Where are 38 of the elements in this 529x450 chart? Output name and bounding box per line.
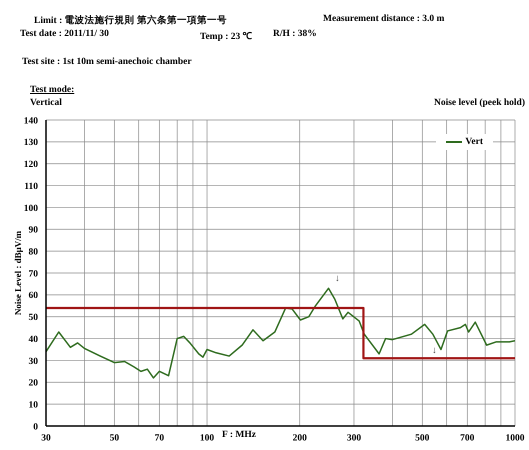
x-tick-label: 1000 — [506, 434, 525, 444]
x-tick-label: 300 — [346, 434, 362, 444]
y-tick-label: 70 — [28, 269, 38, 280]
y-tick-label: 90 — [28, 226, 38, 236]
y-tick-label: 100 — [24, 204, 38, 214]
text: Noise level (peek hold) — [434, 98, 525, 108]
x-tick-label: 200 — [292, 434, 308, 444]
annotation: ↓ — [335, 274, 340, 284]
x-tick-label: 70 — [154, 434, 164, 444]
y-tick-label: 60 — [28, 291, 38, 302]
text: R/H : 38% — [273, 29, 317, 39]
text: Test date : 2011/11/ 30 — [20, 29, 109, 39]
text: Vertical — [30, 98, 62, 108]
y-tick-label: 80 — [28, 248, 38, 258]
text: Test site : 1st 10m semi-anechoic chamber — [22, 57, 192, 67]
x-tick-label: 500 — [415, 434, 430, 444]
y-tick-label: 120 — [24, 160, 38, 170]
y-tick-label: 20 — [28, 378, 38, 389]
y-tick-label: 130 — [24, 138, 38, 148]
text: Measurement distance : 3.0 m — [323, 14, 444, 24]
annotation: ↓ — [432, 346, 437, 356]
x-tick-label: 100 — [200, 434, 214, 444]
y-tick-label: 10 — [28, 400, 38, 411]
text: Temp : 23 ℃ — [200, 30, 252, 42]
text: Limit : 電波法施行規則 第六条第一項第一号 — [34, 14, 227, 27]
y-tick-label: 110 — [24, 182, 38, 192]
x-tick-label: 30 — [41, 434, 51, 444]
y-axis-title: Noise Level : dBμV/m — [13, 230, 24, 316]
y-tick-label: 0 — [33, 422, 38, 432]
y-tick-label: 50 — [28, 313, 38, 324]
y-tick-label: 140 — [24, 116, 38, 126]
y-tick-label: 40 — [28, 334, 38, 345]
y-tick-label: 30 — [28, 356, 38, 367]
legend-label: Vert — [465, 137, 483, 147]
x-tick-label: 50 — [110, 434, 120, 444]
text: Test mode: — [30, 85, 74, 95]
x-tick-label: 700 — [460, 434, 475, 444]
x-axis-title: F : MHz — [220, 430, 258, 440]
